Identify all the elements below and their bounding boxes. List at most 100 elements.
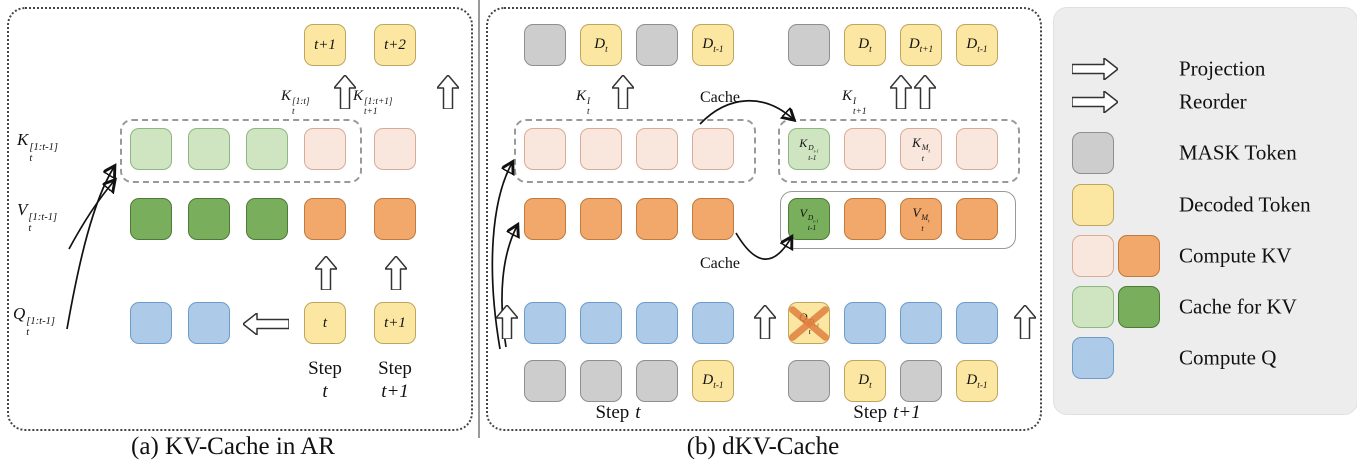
legend-item-decoded-token: Decoded Token bbox=[1054, 183, 1357, 227]
q-slot bbox=[580, 302, 622, 344]
projection-up-arrow-icon bbox=[754, 305, 776, 339]
cache-label-v: Cache bbox=[700, 255, 740, 272]
projection-up-arrow-icon bbox=[914, 75, 936, 109]
step-index: t+1 bbox=[381, 381, 409, 402]
legend-label: Reorder bbox=[1179, 89, 1247, 114]
v-compute-mask-slot: V Mt t bbox=[900, 198, 942, 240]
v-compute-slot bbox=[956, 198, 998, 240]
compute-v-swatch bbox=[1118, 235, 1160, 277]
decoded-token-dt: Dt bbox=[844, 360, 886, 402]
k-cache-window-a bbox=[120, 119, 362, 183]
compute-q-swatch bbox=[1072, 337, 1114, 379]
panel-divider bbox=[478, 0, 480, 438]
step-word: Step bbox=[308, 358, 342, 379]
projection-up-arrow-icon bbox=[315, 256, 337, 290]
v-cache-slot bbox=[188, 198, 230, 240]
k-compute-slot bbox=[636, 128, 678, 170]
k-compute-slot bbox=[844, 128, 886, 170]
q-slot bbox=[524, 302, 566, 344]
new-token-t-plus-2: t+2 bbox=[374, 24, 416, 66]
cache-label-k: Cache bbox=[700, 89, 740, 106]
projection-up-arrow-icon bbox=[334, 75, 356, 109]
legend-label: Projection bbox=[1179, 56, 1266, 81]
decoded-token-dt: Dt bbox=[580, 24, 622, 66]
v-row-label: V [1:t-1] t bbox=[17, 200, 58, 234]
v-compute-slot bbox=[692, 198, 734, 240]
legend-label: Compute KV bbox=[1179, 243, 1292, 268]
legend-item-reorder: Reorder bbox=[1054, 80, 1357, 124]
k-compute-slot bbox=[580, 128, 622, 170]
v-box-step-t1 bbox=[780, 191, 1016, 249]
step-t-label: Step t bbox=[295, 357, 355, 403]
k-compute-slot bbox=[692, 128, 734, 170]
decoded-token-dt-1: Dt-1 bbox=[692, 360, 734, 402]
legend-item-mask-token: MASK Token bbox=[1054, 131, 1357, 175]
panel-a-squares: t+1 t+2 t t+1 bbox=[9, 9, 471, 429]
q-slot bbox=[956, 302, 998, 344]
step-t-plus-1-label: Step t+1 bbox=[827, 402, 947, 424]
cache-v-swatch bbox=[1118, 286, 1160, 328]
k-window-step-t bbox=[514, 119, 756, 183]
step-word: Step bbox=[595, 402, 630, 423]
mask-token bbox=[788, 24, 830, 66]
decoded-token-t-plus-1: t+1 bbox=[374, 302, 416, 344]
legend-item-cache-for-kv: Cache for KV bbox=[1054, 285, 1357, 329]
k-cached-decoded-slot: K Dt-1 t-1 bbox=[788, 128, 830, 170]
k-compute-slot bbox=[304, 128, 346, 170]
legend-label: MASK Token bbox=[1179, 140, 1297, 165]
step-t-plus-1-label: Step t+1 bbox=[365, 357, 425, 403]
step-word: Step bbox=[378, 358, 412, 379]
v-compute-slot bbox=[636, 198, 678, 240]
projection-up-arrow-icon bbox=[385, 256, 407, 290]
step-index: t bbox=[635, 402, 641, 423]
mask-token bbox=[524, 360, 566, 402]
v-compute-slot bbox=[844, 198, 886, 240]
v-cached-decoded-slot: V Dt-1 t-1 bbox=[788, 198, 830, 240]
k-cache-slot bbox=[188, 128, 230, 170]
projection-up-arrow-icon bbox=[612, 75, 634, 109]
q-slot bbox=[636, 302, 678, 344]
mask-token bbox=[900, 360, 942, 402]
legend-label: Cache for KV bbox=[1179, 294, 1297, 319]
q-row-label: Q [1:t-1] t bbox=[13, 304, 55, 338]
legend-item-projection: Projection bbox=[1054, 47, 1357, 91]
legend-item-compute-kv: Compute KV bbox=[1054, 234, 1357, 278]
decoded-token-t: t bbox=[304, 302, 346, 344]
v-compute-slot bbox=[374, 198, 416, 240]
projection-left-arrow-icon bbox=[243, 313, 289, 335]
step-t-label: Step t bbox=[558, 402, 678, 424]
v-compute-slot bbox=[304, 198, 346, 240]
k-compute-slot bbox=[524, 128, 566, 170]
projection-label-kt: K [1:t] t bbox=[281, 88, 310, 117]
step-index: t bbox=[322, 381, 328, 402]
panel-kv-cache-ar: t+1 t+2 t t+1 K [1:t-1] t V [1:t-1] t Q [1:t-1] t… bbox=[7, 7, 473, 431]
step-word: Step bbox=[853, 402, 888, 423]
projection-label-kt1: K [1:t+1] t+1 bbox=[353, 88, 393, 117]
q-slot bbox=[188, 302, 230, 344]
k-compute-slot bbox=[374, 128, 416, 170]
k-cache-slot bbox=[130, 128, 172, 170]
mask-token bbox=[636, 360, 678, 402]
k-compute-mask-slot: K Mt t bbox=[900, 128, 942, 170]
legend-label: Decoded Token bbox=[1179, 192, 1311, 217]
q-slot bbox=[130, 302, 172, 344]
panel-dkv-cache: Dt Dt-1 Dt Dt+1 Dt-1 K Dt-1 t-1 K Mt t V Dt-1 t-1 V Mt t… bbox=[486, 7, 1042, 431]
decoded-token-dt-1: Dt-1 bbox=[956, 360, 998, 402]
projection-up-arrow-icon bbox=[496, 305, 518, 339]
k-window-step-t1 bbox=[778, 119, 1020, 183]
decoded-token-dt-plus-1: Dt+1 bbox=[900, 24, 942, 66]
mask-token bbox=[788, 360, 830, 402]
v-compute-slot bbox=[524, 198, 566, 240]
k-row-label: K [1:t-1] t bbox=[17, 130, 59, 164]
v-compute-slot bbox=[580, 198, 622, 240]
q-dropped-token: Q Dt-1 t bbox=[788, 302, 830, 344]
legend: Projection Reorder MASK Token Decoded To… bbox=[1053, 7, 1357, 415]
decoded-token-dt-1: Dt-1 bbox=[692, 24, 734, 66]
reorder-up-arrow-icon bbox=[1014, 305, 1036, 339]
mask-token-swatch bbox=[1072, 132, 1114, 174]
q-slot bbox=[900, 302, 942, 344]
k-compute-slot bbox=[956, 128, 998, 170]
